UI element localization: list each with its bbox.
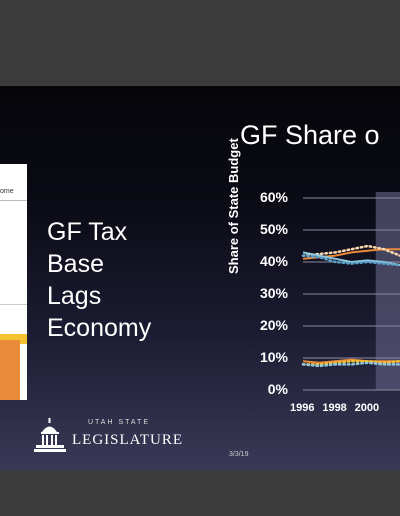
series-line (301, 359, 400, 366)
x-tick-label: 2000 (354, 402, 380, 414)
subtitle-line: GF Tax (47, 218, 128, 246)
thumbnail-legend-text: ome (0, 188, 14, 195)
x-tick-label: 1998 (322, 402, 347, 414)
y-axis-label: Share of State Budget (226, 138, 241, 274)
y-tick-label: 40% (259, 253, 288, 269)
subtitle-line: Economy (47, 314, 152, 342)
series-line (301, 361, 400, 368)
budget-share-chart: Share of State Budget 60% 50% 40% 30% 20% 10%… (226, 138, 400, 428)
chart-plot (301, 192, 400, 391)
series-line (302, 358, 400, 364)
slide: GF Share o ome 2015 2017 GF Tax Base Lag… (0, 86, 400, 470)
x-tick-label: 1996 (290, 402, 315, 414)
subtitle-line: Base (47, 250, 104, 278)
thumbnail-gridline (0, 200, 27, 201)
series-line (302, 251, 400, 267)
y-tick-label: 30% (259, 285, 288, 301)
thumbnail-chart: ome 2015 2017 (0, 164, 27, 400)
y-tick-label: 60% (259, 189, 288, 205)
bottom-bar (0, 470, 400, 516)
slide-date: 3/3/19 (229, 451, 249, 458)
capitol-icon (34, 418, 66, 452)
thumbnail-band (0, 334, 27, 344)
shaded-region (375, 192, 400, 390)
top-bar (0, 0, 400, 86)
slide-title: GF Share o (240, 120, 380, 150)
y-tick-label: 50% (259, 221, 288, 237)
legislature-logo: UTAH STATE LEGISLATURE (34, 416, 182, 458)
logo-main-text: LEGISLATURE (72, 432, 183, 448)
y-tick-label: 0% (267, 381, 288, 397)
subtitle-line: Lags (47, 282, 102, 310)
series-line (301, 254, 400, 267)
thumbnail-area (0, 340, 20, 400)
logo-small-text: UTAH STATE (88, 419, 150, 426)
slide-subtitle: GF Tax Base Lags Economy (47, 216, 151, 344)
series-line (301, 244, 400, 257)
y-tick-label: 20% (259, 317, 288, 333)
thumbnail-gridline (0, 304, 27, 305)
y-tick-label: 10% (259, 349, 288, 365)
